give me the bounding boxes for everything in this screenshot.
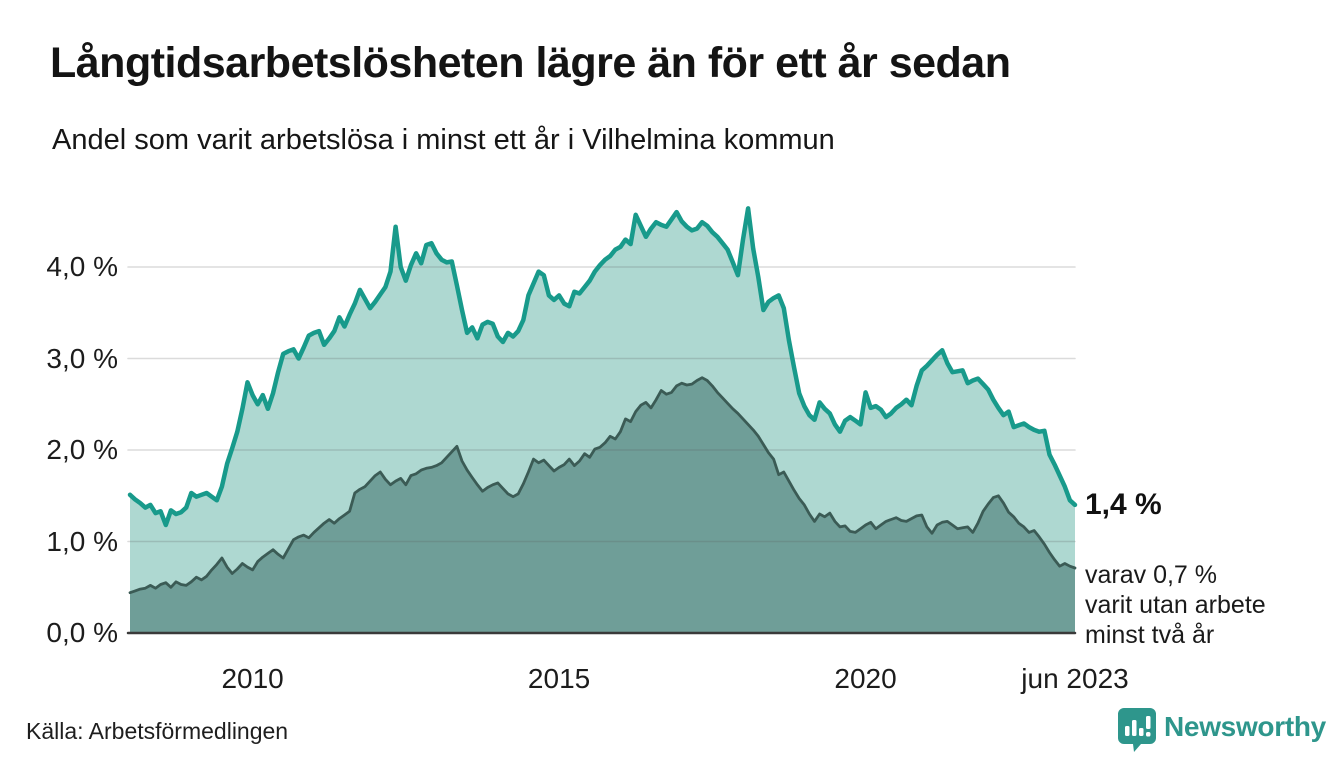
x-axis-label: jun 2023 xyxy=(1021,663,1129,694)
secondary-value-note: varav 0,7 % varit utan arbete minst två … xyxy=(1085,560,1266,650)
secondary-value-note-line: varit utan arbete xyxy=(1085,591,1266,619)
y-axis-label: 2,0 % xyxy=(46,434,118,465)
y-axis-label: 3,0 % xyxy=(46,342,118,374)
chart-title: Långtidsarbetslösheten lägre än för ett … xyxy=(50,39,1011,87)
series-1yr-line xyxy=(127,206,1078,528)
series-2yr-area xyxy=(130,377,1075,633)
y-axis-label: 1,0 % xyxy=(46,525,118,557)
chart-subtitle: Andel som varit arbetslösa i minst ett å… xyxy=(52,124,835,156)
newsworthy-logo-icon xyxy=(1118,708,1156,752)
x-axis-label: 2020 xyxy=(834,663,897,694)
newsworthy-logo: Newsworthy xyxy=(1117,707,1326,753)
secondary-value-note-line: minst två år xyxy=(1085,621,1215,649)
y-axis-label: 4,0 % xyxy=(46,251,118,282)
x-axis-label: 2015 xyxy=(527,663,591,694)
newsworthy-wordmark: Newsworthy xyxy=(1164,711,1326,742)
secondary-value-note-line: varav 0,7 % xyxy=(1085,561,1218,589)
series-2yr-line xyxy=(128,376,1077,595)
x-axis-label: 2010 xyxy=(221,663,284,694)
latest-value-label: 1,4 % xyxy=(1085,488,1162,521)
y-axis-label: 0,0 % xyxy=(46,617,118,648)
source-note: Källa: Arbetsförmedlingen xyxy=(26,718,289,744)
